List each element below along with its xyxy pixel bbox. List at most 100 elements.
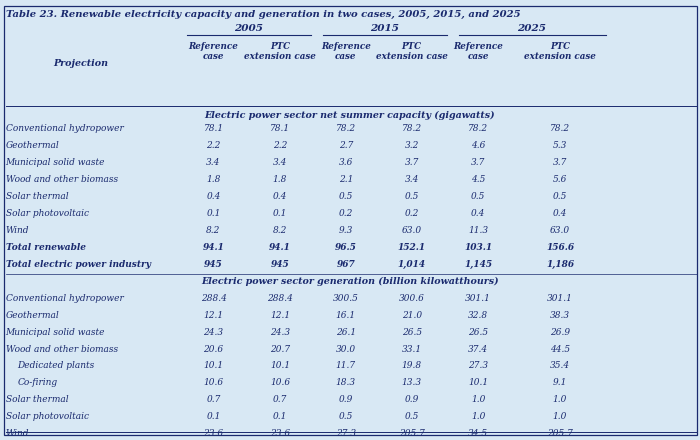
Text: 10.6: 10.6 [204, 378, 223, 387]
Text: 152.1: 152.1 [398, 243, 426, 252]
Text: 2005: 2005 [234, 24, 263, 33]
Text: Electric power sector net summer capacity (gigawatts): Electric power sector net summer capacit… [204, 111, 496, 120]
Text: 13.3: 13.3 [402, 378, 421, 387]
Text: Wood and other biomass: Wood and other biomass [6, 345, 118, 353]
Text: 78.1: 78.1 [270, 124, 290, 133]
Text: 2.1: 2.1 [339, 175, 353, 184]
Text: 23.6: 23.6 [204, 429, 223, 438]
Text: 26.5: 26.5 [468, 327, 488, 337]
Text: 63.0: 63.0 [550, 226, 570, 235]
Text: 300.6: 300.6 [399, 294, 424, 303]
Text: 0.4: 0.4 [206, 192, 220, 201]
Text: 94.1: 94.1 [269, 243, 291, 252]
Text: Reference
case: Reference case [453, 42, 503, 61]
Text: 12.1: 12.1 [270, 311, 290, 319]
Text: 8.2: 8.2 [273, 226, 287, 235]
Text: 5.6: 5.6 [553, 175, 567, 184]
Text: 11.3: 11.3 [468, 226, 488, 235]
Text: 8.2: 8.2 [206, 226, 220, 235]
Text: 3.6: 3.6 [339, 158, 353, 167]
Text: 78.1: 78.1 [204, 124, 223, 133]
Text: Reference
case: Reference case [188, 42, 239, 61]
Text: Solar thermal: Solar thermal [6, 192, 68, 201]
Text: 20.7: 20.7 [270, 345, 290, 353]
Text: 3.4: 3.4 [206, 158, 220, 167]
Text: 0.5: 0.5 [339, 192, 353, 201]
Text: 1.0: 1.0 [553, 412, 567, 421]
Text: 78.2: 78.2 [402, 124, 421, 133]
Text: 0.9: 0.9 [405, 395, 419, 404]
Text: 21.0: 21.0 [402, 311, 421, 319]
Text: 288.4: 288.4 [267, 294, 293, 303]
Text: 0.1: 0.1 [206, 209, 220, 218]
Text: 205.7: 205.7 [547, 429, 573, 438]
Text: Total electric power industry: Total electric power industry [6, 260, 150, 268]
Text: 288.4: 288.4 [201, 294, 226, 303]
Text: 0.7: 0.7 [273, 395, 287, 404]
Text: 0.4: 0.4 [273, 192, 287, 201]
Text: 19.8: 19.8 [402, 361, 421, 370]
Text: 301.1: 301.1 [547, 294, 573, 303]
Text: 0.5: 0.5 [471, 192, 485, 201]
Text: 78.2: 78.2 [550, 124, 570, 133]
Text: 94.1: 94.1 [202, 243, 225, 252]
Text: 301.1: 301.1 [466, 294, 491, 303]
Text: 1.0: 1.0 [553, 395, 567, 404]
Text: Conventional hydropower: Conventional hydropower [6, 124, 123, 133]
Text: 11.7: 11.7 [336, 361, 356, 370]
Text: Wind: Wind [6, 226, 29, 235]
Text: 32.8: 32.8 [468, 311, 488, 319]
Text: 5.3: 5.3 [553, 141, 567, 150]
Text: 0.1: 0.1 [273, 209, 287, 218]
Text: Dedicated plants: Dedicated plants [18, 361, 95, 370]
Text: 3.4: 3.4 [273, 158, 287, 167]
Text: 0.1: 0.1 [273, 412, 287, 421]
Text: Wood and other biomass: Wood and other biomass [6, 175, 118, 184]
Text: 24.3: 24.3 [270, 327, 290, 337]
Text: 26.1: 26.1 [336, 327, 356, 337]
Text: 1,186: 1,186 [546, 260, 574, 268]
Text: 27.3: 27.3 [336, 429, 356, 438]
Text: 38.3: 38.3 [550, 311, 570, 319]
Text: 16.1: 16.1 [336, 311, 356, 319]
Text: 20.6: 20.6 [204, 345, 223, 353]
Text: 10.1: 10.1 [270, 361, 290, 370]
Text: 96.5: 96.5 [335, 243, 357, 252]
Text: 2.7: 2.7 [339, 141, 353, 150]
Text: 1.8: 1.8 [206, 175, 220, 184]
Text: Municipal solid waste: Municipal solid waste [6, 158, 105, 167]
Text: 0.5: 0.5 [405, 412, 419, 421]
Text: Projection: Projection [53, 59, 108, 68]
Text: 1,014: 1,014 [398, 260, 426, 268]
Text: Conventional hydropower: Conventional hydropower [6, 294, 123, 303]
Text: 27.3: 27.3 [468, 361, 488, 370]
Text: 35.4: 35.4 [550, 361, 570, 370]
Text: 205.7: 205.7 [399, 429, 424, 438]
Text: 10.1: 10.1 [204, 361, 223, 370]
Text: 4.5: 4.5 [471, 175, 485, 184]
Text: Reference
case: Reference case [321, 42, 371, 61]
Text: 3.7: 3.7 [405, 158, 419, 167]
Text: 156.6: 156.6 [546, 243, 574, 252]
Text: 30.0: 30.0 [336, 345, 356, 353]
Text: Solar photovoltaic: Solar photovoltaic [6, 209, 89, 218]
Text: 945: 945 [204, 260, 223, 268]
Text: 1,145: 1,145 [464, 260, 492, 268]
Text: Electric power sector generation (billion kilowatthours): Electric power sector generation (billio… [201, 277, 499, 286]
Text: PTC
extension case: PTC extension case [376, 42, 447, 61]
Text: 18.3: 18.3 [336, 378, 356, 387]
Text: 1.0: 1.0 [471, 412, 485, 421]
Text: 3.4: 3.4 [405, 175, 419, 184]
Text: 0.5: 0.5 [339, 412, 353, 421]
Text: Geothermal: Geothermal [6, 311, 60, 319]
Text: Municipal solid waste: Municipal solid waste [6, 327, 105, 337]
Text: 300.5: 300.5 [333, 294, 358, 303]
Text: 26.9: 26.9 [550, 327, 570, 337]
Text: 10.6: 10.6 [270, 378, 290, 387]
Text: Solar photovoltaic: Solar photovoltaic [6, 412, 89, 421]
Text: 37.4: 37.4 [468, 345, 488, 353]
Text: 44.5: 44.5 [550, 345, 570, 353]
Text: 33.1: 33.1 [402, 345, 421, 353]
Text: 12.1: 12.1 [204, 311, 223, 319]
Text: 2025: 2025 [517, 24, 547, 33]
